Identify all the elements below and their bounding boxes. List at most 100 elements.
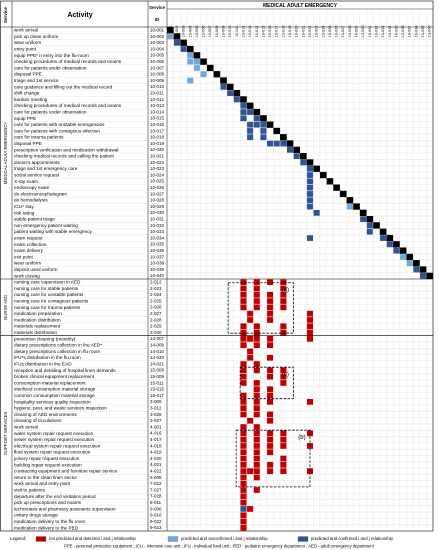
column-id: 10-022 <box>308 26 312 38</box>
activity: work arrival and entry point <box>14 481 71 486</box>
relation-cell <box>240 468 247 474</box>
service-group: NURSE AED <box>3 295 8 320</box>
diagonal-cell <box>226 83 234 90</box>
legend-note: PPE - personal protective equipment ; IC… <box>64 544 375 549</box>
row-id: 10-013 <box>150 103 165 108</box>
row-id: 10-019 <box>150 141 165 146</box>
activity: risk rating <box>14 210 35 215</box>
diagonal-cell <box>220 77 227 84</box>
relation-cell <box>280 430 287 437</box>
activity: nursing care for unstable patients <box>14 292 84 297</box>
diagonal-cell <box>353 203 360 210</box>
row-id: 10-040 <box>150 273 165 278</box>
row-id: 10-008 <box>150 72 165 77</box>
row-id: 10-017 <box>150 128 165 133</box>
activity: preventive cleaning (monthly) <box>14 336 76 341</box>
relation-cell <box>267 443 274 449</box>
activity: IFU*s distribution in the flu room <box>14 355 81 360</box>
row-id: 10-020 <box>150 147 165 152</box>
row-id: 4-021 <box>150 462 162 467</box>
diagonal-cell <box>260 115 267 122</box>
row-id: 4-022 <box>150 469 162 474</box>
relation-cell <box>280 367 287 374</box>
activity: prescription verification and medication… <box>14 147 118 152</box>
relation-cell <box>253 386 260 393</box>
relation-cell <box>400 254 407 260</box>
row-id: 10-033 <box>150 229 165 234</box>
relation-cell <box>233 96 240 103</box>
column-id: 10-027 <box>341 26 345 38</box>
relation-cell <box>293 153 300 159</box>
annotation-box <box>239 366 294 400</box>
diagonal-cell <box>419 266 427 273</box>
relation-cell <box>240 279 247 285</box>
activity: consumption material replacement <box>14 380 86 385</box>
relation-cell <box>280 140 287 147</box>
row-id: 10-005 <box>150 53 165 58</box>
activity: exit point <box>14 254 33 259</box>
activity: kanban meeting <box>14 97 48 102</box>
relation-cell <box>247 317 254 323</box>
relation-cell <box>240 506 247 512</box>
row-id: 2-024 <box>150 292 162 297</box>
relation-cell <box>300 159 307 166</box>
activity: dietary prescriptions collection in the … <box>14 343 102 348</box>
diagonal-cell <box>167 27 174 34</box>
activity: doctor's appointments <box>14 160 60 165</box>
relation-cell <box>267 436 274 443</box>
relation-cell <box>240 367 247 374</box>
row-id: 10-002 <box>150 34 165 39</box>
row-id: 10-021 <box>150 154 165 159</box>
relation-cell <box>240 411 247 418</box>
column-id: 10-016 <box>268 26 272 38</box>
diagonal-cell <box>293 146 300 153</box>
row-id: 10-025 <box>150 179 165 184</box>
column-id: 10-039 <box>421 26 425 38</box>
activity: nursing care for stable patients <box>14 286 79 291</box>
diagonal-cell <box>393 241 400 248</box>
relation-cell <box>253 121 260 128</box>
row-id: 2-030 <box>150 330 162 335</box>
relation-cell <box>280 323 287 330</box>
diagonal-cell <box>359 209 367 216</box>
relation-cell <box>240 298 247 304</box>
relation-cell <box>220 84 227 90</box>
row-id: 8-011 <box>150 500 162 505</box>
activity: unitary drugs storage <box>14 513 58 518</box>
column-id: 10-010 <box>228 26 232 38</box>
row-id: 7-027 <box>150 487 162 492</box>
activity: equip PPE* n entry into the flu-room <box>14 53 89 58</box>
relation-cell <box>240 285 247 292</box>
activity: do hemodialysis <box>14 198 48 203</box>
relation-cell <box>280 291 287 298</box>
relation-cell <box>253 367 260 374</box>
row-id: 3-027 <box>150 418 162 423</box>
relation-cell <box>267 140 274 147</box>
relation-cell <box>180 46 187 52</box>
row-id: 10-032 <box>150 223 165 228</box>
relation-cell <box>267 392 274 399</box>
column-id: 10-021 <box>301 26 305 38</box>
row-id: 10-034 <box>150 235 165 240</box>
row-id: 10-030 <box>150 210 165 215</box>
relation-cell <box>306 203 313 210</box>
relation-cell <box>253 468 260 474</box>
activity: social service request <box>14 172 60 177</box>
row-id: 14-020 <box>150 355 165 360</box>
row-id: 10-015 <box>150 116 165 121</box>
relation-cell <box>240 361 247 367</box>
row-id: 10-016 <box>150 122 165 127</box>
relation-cell <box>306 197 313 204</box>
activity: water system repair request execution <box>14 431 94 436</box>
row-id: 10-026 <box>150 185 165 190</box>
diagonal-cell <box>313 165 320 172</box>
annotation-label: (a) <box>282 287 289 293</box>
row-id: 4-001 <box>150 424 162 429</box>
row-id: 15-011 <box>150 380 164 385</box>
id-header-top: Service <box>149 5 166 10</box>
relation-cell <box>406 260 413 267</box>
column-id: 10-035 <box>394 26 398 38</box>
activity: checking procedures of medical records a… <box>14 59 122 64</box>
column-id: 10-030 <box>361 26 365 38</box>
relation-cell <box>267 449 274 456</box>
